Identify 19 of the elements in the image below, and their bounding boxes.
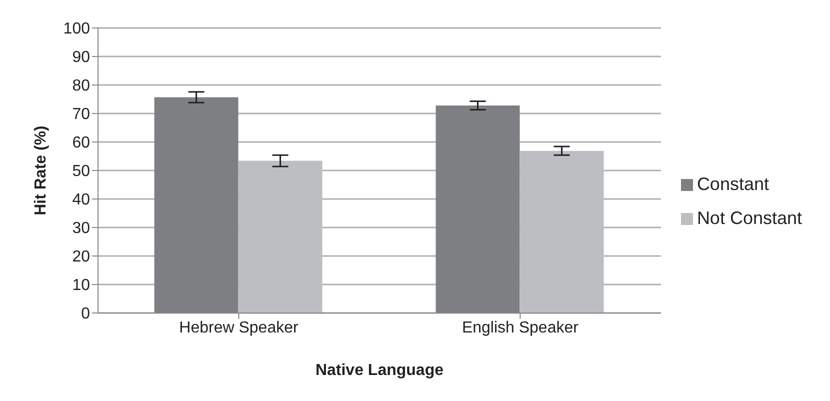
y-tick-label: 50 — [72, 163, 90, 180]
y-tick-label: 80 — [72, 78, 90, 95]
y-tick-label: 10 — [72, 277, 90, 294]
y-tick-label: 30 — [72, 220, 90, 238]
y-tick-label: 90 — [72, 49, 90, 66]
y-tick-label: 20 — [72, 248, 90, 266]
bar — [238, 160, 322, 313]
bar — [520, 150, 604, 313]
x-tick-label: Hebrew Speaker — [179, 319, 299, 336]
y-tick-label: 100 — [63, 20, 90, 38]
y-axis-title: Hit Rate (%) — [32, 126, 50, 216]
y-tick-label: 0 — [81, 306, 90, 323]
y-tick-label: 70 — [72, 106, 90, 124]
y-tick-label: 60 — [72, 134, 90, 152]
x-axis-title: Native Language — [315, 362, 444, 379]
legend-label: Constant — [696, 174, 769, 194]
x-tick-label: English Speaker — [462, 319, 580, 336]
legend-label: Not Constant — [696, 208, 802, 228]
y-tick-label: 40 — [72, 192, 90, 209]
